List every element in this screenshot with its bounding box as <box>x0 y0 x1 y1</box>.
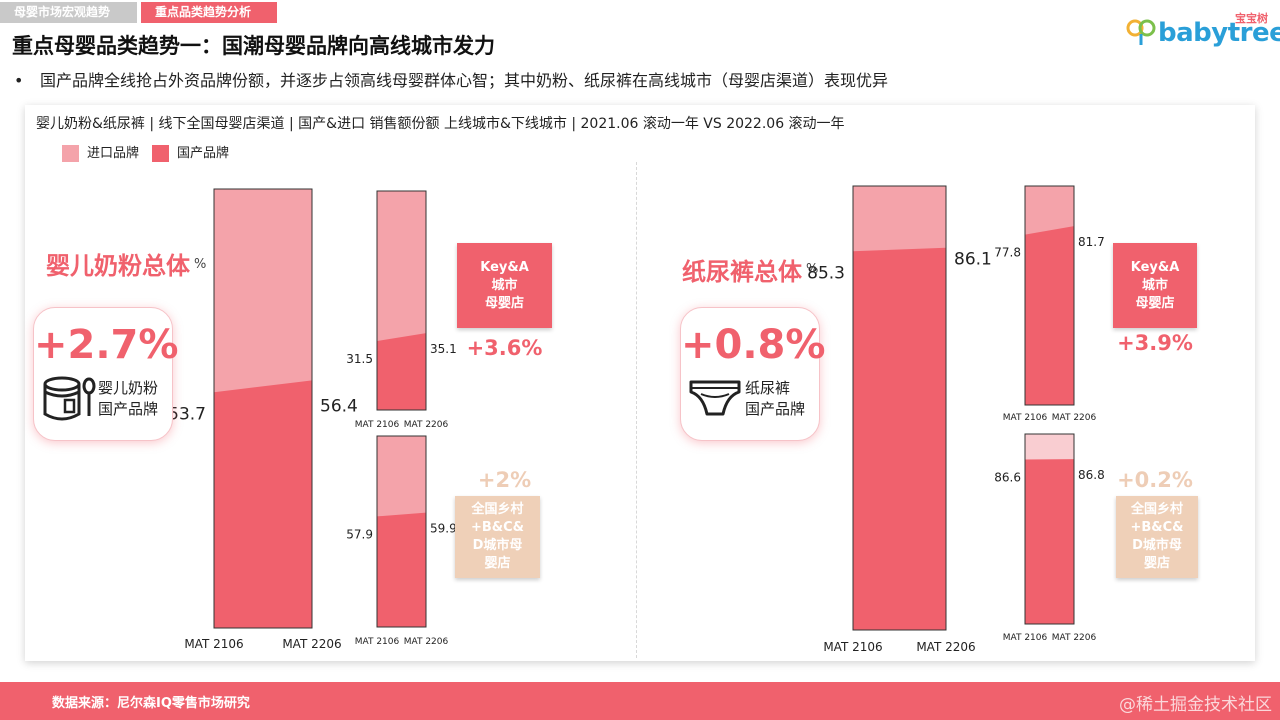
diaper-key-a-delta: +3.9% <box>1117 331 1193 355</box>
milk-key-a-tag: Key&A 城市 母婴店 <box>457 243 552 328</box>
diaper-icon <box>689 380 741 416</box>
diaper-summary-card: +0.8% 纸尿裤 国产品牌 <box>680 307 826 441</box>
logo-en-text: babytree <box>1158 18 1280 48</box>
value-label-4-1: 81.7 <box>1078 235 1105 249</box>
value-label-3-1: 86.1 <box>954 250 992 270</box>
bar-frame-0 <box>213 188 313 629</box>
diaper-key-a-tag-line2: 城市 <box>1141 277 1168 293</box>
milk-lower-tier-delta: +2% <box>477 468 532 492</box>
bar-frame-3 <box>852 185 947 631</box>
value-label-2-0: 57.9 <box>346 527 373 541</box>
category-label-0-1: MAT 2206 <box>282 637 341 651</box>
bar-domestic-5 <box>1025 459 1074 624</box>
category-label-2-0: MAT 2106 <box>355 637 400 647</box>
diaper-summary-label-line2: 国产品牌 <box>745 400 806 418</box>
bar-domestic-2 <box>377 512 426 627</box>
diaper-key-a-tag-line3: 母婴店 <box>1135 295 1175 311</box>
category-label-4-0: MAT 2106 <box>1003 413 1048 423</box>
babytree-logo: 宝宝树 babytree <box>1126 6 1280 48</box>
category-label-1-1: MAT 2206 <box>404 420 449 430</box>
milk-lower-tier-tag: 全国乡村 +B&C& D城市母 婴店 <box>455 496 540 578</box>
legend-domestic-swatch <box>152 145 169 162</box>
milk-can-icon <box>43 376 96 421</box>
category-label-2-1: MAT 2206 <box>404 637 449 647</box>
milk-powder-summary-label-line1: 婴儿奶粉 <box>98 379 159 397</box>
watermark: @稀土掘金技术社区 <box>1119 695 1272 715</box>
bar-frame-4 <box>1024 185 1075 406</box>
bar-frame-2 <box>376 435 427 628</box>
bullet-dot-icon: • <box>14 71 24 90</box>
bar-domestic-4 <box>1025 226 1074 405</box>
milk-lower-tier-tag-line3: D城市母 <box>472 538 523 553</box>
value-label-4-0: 77.8 <box>994 246 1021 260</box>
babytree-logo-icon <box>1126 19 1156 45</box>
diaper-summary-label-line1: 纸尿裤 <box>745 379 791 397</box>
page-title: 重点母婴品类趋势一：国潮母婴品牌向高线城市发力 <box>12 34 495 58</box>
legend-domestic: 国产品牌 <box>152 145 229 163</box>
value-label-5-0: 86.6 <box>994 470 1021 484</box>
category-label-3-1: MAT 2206 <box>916 640 975 654</box>
panel-divider <box>636 162 637 658</box>
value-label-1-1: 35.1 <box>430 342 457 356</box>
legend-import-swatch <box>62 145 79 162</box>
bar-domestic-3 <box>853 247 946 630</box>
milk-lower-tier-tag-line4: 婴店 <box>484 556 511 571</box>
value-label-5-1: 86.8 <box>1078 468 1105 482</box>
legend-import: 进口品牌 <box>62 145 139 163</box>
bar-frame-5 <box>1024 433 1075 625</box>
diaper-lower-tier-tag-line3: D城市母 <box>1132 538 1182 553</box>
milk-powder-summary-label: 婴儿奶粉 国产品牌 <box>98 378 158 420</box>
milk-powder-summary-card: +2.7% 婴儿奶粉 国产品牌 <box>33 307 179 441</box>
value-label-2-1: 59.9 <box>430 522 457 536</box>
diaper-lower-tier-tag-line2: +B&C& <box>1130 520 1184 535</box>
data-source: 数据来源：尼尔森IQ零售市场研究 <box>52 696 250 711</box>
category-label-5-1: MAT 2206 <box>1052 633 1097 643</box>
footer-bar: 数据来源：尼尔森IQ零售市场研究 @稀土掘金技术社区 <box>0 682 1280 720</box>
tab-market-macro-trend[interactable]: 母婴市场宏观趋势 <box>0 2 137 23</box>
diaper-unit: % <box>806 262 819 277</box>
legend-domestic-label: 国产品牌 <box>177 146 230 161</box>
diaper-title: 纸尿裤总体 <box>682 258 802 286</box>
category-label-5-0: MAT 2106 <box>1003 633 1048 643</box>
bar-frame-1 <box>376 190 427 411</box>
diaper-key-a-tag-line1: Key&A <box>1130 259 1180 275</box>
diaper-lower-tier-tag: 全国乡村 +B&C& D城市母 婴店 <box>1116 496 1198 578</box>
milk-powder-title: 婴儿奶粉总体 <box>46 252 190 280</box>
value-label-1-0: 31.5 <box>346 352 373 366</box>
milk-lower-tier-tag-line1: 全国乡村 <box>471 502 524 517</box>
category-label-4-1: MAT 2206 <box>1052 413 1097 423</box>
milk-powder-summary-label-line2: 国产品牌 <box>98 400 159 418</box>
tab-category-trend-analysis[interactable]: 重点品类趋势分析 <box>141 2 277 23</box>
milk-powder-unit: % <box>194 257 207 272</box>
legend-import-label: 进口品牌 <box>87 146 140 161</box>
diaper-summary-value: +0.8% <box>681 322 826 368</box>
value-label-0-1: 56.4 <box>320 396 358 416</box>
bar-domestic-0 <box>214 380 312 628</box>
bullet-point: • 国产品牌全线抢占外资品牌份额，并逐步占领高线母婴群体心智；其中奶粉、纸尿裤在高… <box>14 67 888 91</box>
milk-key-a-tag-line3: 母婴店 <box>484 295 524 311</box>
milk-key-a-tag-line2: 城市 <box>491 277 518 293</box>
bar-domestic-1 <box>377 333 426 410</box>
milk-powder-summary-value: +2.7% <box>34 322 179 368</box>
bullet-text: 国产品牌全线抢占外资品牌份额，并逐步占领高线母婴群体心智；其中奶粉、纸尿裤在高线… <box>40 71 889 90</box>
milk-key-a-tag-line1: Key&A <box>480 259 529 275</box>
milk-lower-tier-tag-line2: +B&C& <box>470 520 524 535</box>
category-label-0-0: MAT 2106 <box>184 637 243 651</box>
milk-key-a-delta: +3.6% <box>466 336 543 360</box>
chart-subtitle: 婴儿奶粉&纸尿裤 | 线下全国母婴店渠道 | 国产&进口 销售额份额 上线城市&… <box>36 116 845 132</box>
diaper-summary-label: 纸尿裤 国产品牌 <box>745 378 805 420</box>
category-label-3-0: MAT 2106 <box>823 640 882 654</box>
value-label-3-0: 85.3 <box>807 263 845 283</box>
logo-cn-text: 宝宝树 <box>1235 12 1268 25</box>
value-label-0-0: 53.7 <box>168 404 206 424</box>
diaper-lower-tier-delta: +0.2% <box>1117 468 1193 492</box>
category-label-1-0: MAT 2106 <box>355 420 400 430</box>
diaper-key-a-tag: Key&A 城市 母婴店 <box>1113 243 1197 328</box>
diaper-lower-tier-tag-line1: 全国乡村 <box>1130 502 1183 517</box>
diaper-lower-tier-tag-line4: 婴店 <box>1143 556 1170 571</box>
